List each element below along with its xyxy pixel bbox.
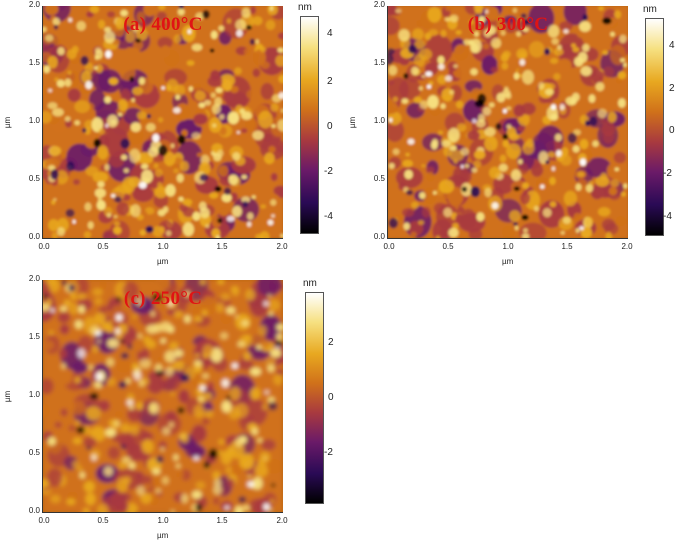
y-tick-a: 2.0	[28, 0, 40, 9]
x-tick-c: 0.5	[97, 516, 109, 525]
x-axis-title-a: µm	[157, 257, 169, 266]
x-axis-title-b: µm	[502, 257, 514, 266]
y-tick-a: 0.0	[28, 232, 40, 241]
x-tick-b: 0.0	[383, 242, 395, 251]
colorbar-tick-a: 0	[327, 121, 333, 132]
x-tick-a: 2.0	[276, 242, 288, 251]
afm-topography-map-c: (c) 250°C	[42, 280, 283, 513]
colorbar-c	[305, 292, 324, 504]
afm-topography-map-a: (a) 400°C	[42, 6, 283, 239]
colorbar-tick-a: 2	[327, 76, 333, 87]
y-tick-b: 0.5	[373, 174, 385, 183]
topography-texture-c	[43, 280, 283, 512]
afm-panel-c: (c) 250°C µm 2.0 1.5 1.0 0.5 0.0 0.0 0.5…	[0, 274, 333, 546]
afm-panel-b: (b) 300°C µm 2.0 1.5 1.0 0.5 0.0 0.0 0.5…	[345, 0, 675, 272]
y-tick-c: 1.0	[28, 390, 40, 399]
afm-topography-map-b: (b) 300°C	[387, 6, 628, 239]
topography-texture-a	[43, 6, 283, 238]
x-tick-c: 1.5	[216, 516, 228, 525]
colorbar-unit-c: nm	[303, 278, 317, 289]
colorbar-tick-b: -2	[663, 168, 672, 179]
colorbar-tick-b: -4	[663, 211, 672, 222]
y-tick-c: 0.5	[28, 448, 40, 457]
colorbar-tick-b: 2	[669, 83, 675, 94]
x-tick-a: 1.0	[157, 242, 169, 251]
panel-label-b: (b) 300°C	[467, 14, 549, 35]
colorbar-tick-a: 4	[327, 28, 333, 39]
y-axis-title-a: µm	[3, 116, 13, 129]
y-tick-b: 1.0	[373, 116, 385, 125]
colorbar-tick-c: 0	[328, 392, 334, 403]
colorbar-tick-a: -2	[324, 166, 333, 177]
y-axis-title-c: µm	[3, 390, 13, 403]
y-tick-c: 1.5	[28, 332, 40, 341]
x-tick-a: 0.0	[38, 242, 50, 251]
x-tick-c: 1.0	[157, 516, 169, 525]
x-tick-a: 1.5	[216, 242, 228, 251]
colorbar-b	[645, 18, 664, 236]
y-tick-b: 0.0	[373, 232, 385, 241]
x-tick-c: 2.0	[276, 516, 288, 525]
y-axis-title-b: µm	[348, 116, 358, 129]
x-tick-b: 0.5	[442, 242, 454, 251]
colorbar-a	[300, 16, 319, 234]
y-tick-a: 1.5	[28, 58, 40, 67]
colorbar-tick-c: 2	[328, 337, 334, 348]
colorbar-unit-b: nm	[643, 4, 657, 15]
topography-texture-b	[388, 6, 628, 238]
y-tick-b: 2.0	[373, 0, 385, 9]
x-tick-c: 0.0	[38, 516, 50, 525]
colorbar-tick-c: -2	[324, 447, 333, 458]
colorbar-unit-a: nm	[298, 2, 312, 13]
x-tick-b: 1.5	[561, 242, 573, 251]
x-axis-title-c: µm	[157, 531, 169, 540]
y-tick-a: 1.0	[28, 116, 40, 125]
y-tick-c: 0.0	[28, 506, 40, 515]
panel-label-c: (c) 250°C	[123, 288, 203, 309]
x-tick-b: 1.0	[502, 242, 514, 251]
afm-panel-a: (a) 400°C µm 2.0 1.5 1.0 0.5 0.0 0.0 0.5…	[0, 0, 333, 272]
y-tick-b: 1.5	[373, 58, 385, 67]
colorbar-tick-b: 4	[669, 40, 675, 51]
colorbar-tick-a: -4	[324, 211, 333, 222]
panel-label-a: (a) 400°C	[123, 14, 203, 35]
x-tick-a: 0.5	[97, 242, 109, 251]
x-tick-b: 2.0	[621, 242, 633, 251]
y-tick-a: 0.5	[28, 174, 40, 183]
y-tick-c: 2.0	[28, 274, 40, 283]
colorbar-tick-b: 0	[669, 125, 675, 136]
